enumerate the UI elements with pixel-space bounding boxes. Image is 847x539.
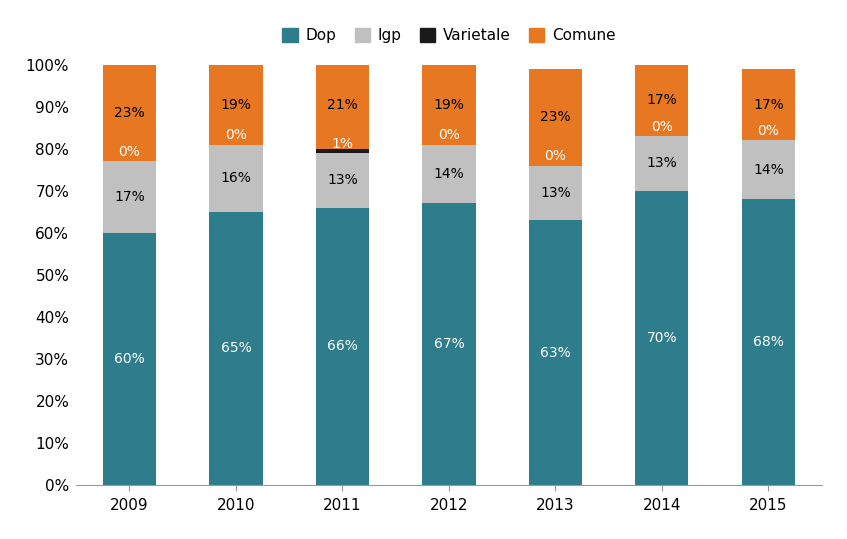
Text: 0%: 0%	[225, 128, 246, 142]
Bar	[316, 60, 369, 149]
Bar	[102, 233, 156, 485]
Text: 19%: 19%	[434, 98, 464, 112]
Bar	[742, 140, 795, 199]
Bar	[316, 149, 369, 153]
Text: 63%: 63%	[540, 345, 571, 360]
Legend: Dop, Igp, Varietale, Comune: Dop, Igp, Varietale, Comune	[276, 22, 622, 49]
Bar	[742, 69, 795, 140]
Text: 14%: 14%	[753, 163, 783, 177]
Text: 17%: 17%	[114, 190, 145, 204]
Bar	[529, 165, 582, 220]
Bar	[102, 65, 156, 161]
Text: 0%: 0%	[438, 128, 460, 142]
Text: 23%: 23%	[114, 106, 145, 120]
Bar	[209, 65, 263, 144]
Bar	[529, 69, 582, 165]
Text: 13%: 13%	[540, 186, 571, 200]
Bar	[316, 153, 369, 208]
Bar	[102, 161, 156, 233]
Text: 23%: 23%	[540, 110, 571, 124]
Text: 67%: 67%	[434, 337, 464, 351]
Bar	[742, 199, 795, 485]
Text: 0%: 0%	[119, 146, 141, 160]
Text: 60%: 60%	[114, 352, 145, 366]
Bar	[209, 144, 263, 212]
Text: 14%: 14%	[434, 167, 464, 181]
Bar	[529, 220, 582, 485]
Bar	[423, 65, 475, 144]
Bar	[316, 208, 369, 485]
Text: 66%: 66%	[327, 340, 358, 354]
Text: 68%: 68%	[753, 335, 783, 349]
Bar	[635, 136, 689, 191]
Text: 17%: 17%	[753, 98, 783, 112]
Bar	[423, 203, 475, 485]
Text: 0%: 0%	[545, 149, 567, 163]
Text: 17%: 17%	[646, 93, 678, 107]
Text: 0%: 0%	[757, 125, 779, 139]
Text: 13%: 13%	[646, 156, 678, 170]
Text: 1%: 1%	[331, 137, 353, 151]
Text: 0%: 0%	[651, 120, 673, 134]
Text: 21%: 21%	[327, 98, 357, 112]
Bar	[635, 191, 689, 485]
Text: 70%: 70%	[646, 331, 678, 345]
Text: 16%: 16%	[220, 171, 252, 185]
Text: 13%: 13%	[327, 174, 357, 187]
Bar	[209, 212, 263, 485]
Text: 65%: 65%	[220, 342, 252, 355]
Text: 19%: 19%	[220, 98, 252, 112]
Bar	[423, 144, 475, 203]
Bar	[635, 65, 689, 136]
